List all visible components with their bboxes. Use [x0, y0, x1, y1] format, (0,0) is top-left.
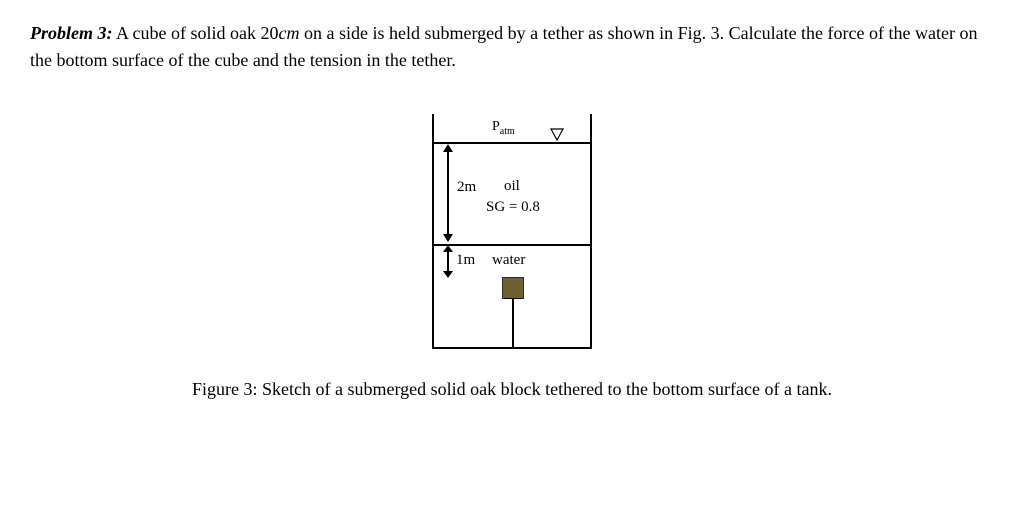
dimension-1m-label: 1m	[456, 252, 475, 269]
dimension-line	[447, 147, 449, 239]
problem-text-1: A cube of solid oak 20	[113, 23, 279, 43]
problem-unit: cm	[278, 23, 299, 43]
patm-label: Patm	[492, 119, 515, 137]
oil-surface-line	[432, 142, 592, 144]
water-label: water	[492, 252, 525, 269]
free-surface-icon	[550, 126, 564, 142]
oak-cube	[502, 277, 524, 299]
patm-sub: atm	[500, 126, 515, 137]
oil-water-interface-line	[432, 244, 592, 246]
figure-caption: Figure 3: Sketch of a submerged solid oa…	[30, 379, 994, 400]
sg-label: SG = 0.8	[486, 199, 540, 216]
arrow-down-icon	[443, 271, 453, 278]
tether-line	[512, 299, 514, 349]
problem-label: Problem 3:	[30, 23, 113, 43]
diagram-container: Patm 2m 1m oil SG = 0.8 water	[30, 114, 994, 349]
oil-label: oil	[504, 178, 520, 195]
tank-diagram: Patm 2m 1m oil SG = 0.8 water	[422, 114, 602, 349]
arrow-down-icon	[443, 234, 453, 242]
problem-statement: Problem 3: A cube of solid oak 20cm on a…	[30, 20, 994, 74]
patm-p: P	[492, 119, 500, 134]
dimension-2m-label: 2m	[457, 179, 476, 196]
